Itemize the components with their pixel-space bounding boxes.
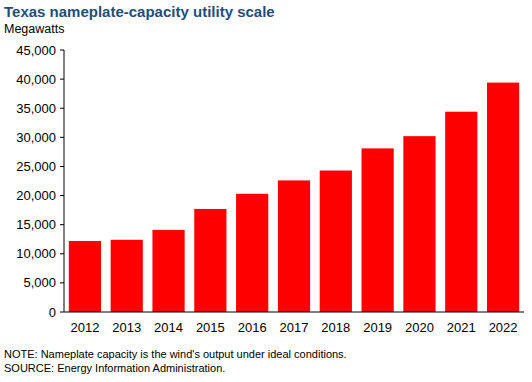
y-tick-label: 15,000 (16, 217, 56, 232)
x-tick-label: 2016 (238, 320, 267, 335)
y-tick-label: 30,000 (16, 130, 56, 145)
bar (362, 148, 394, 312)
x-tick-label: 2013 (112, 320, 141, 335)
x-tick-label: 2019 (363, 320, 392, 335)
bar (152, 230, 184, 312)
bar (403, 136, 435, 312)
title: Texas nameplate-capacity utility scale (4, 3, 275, 20)
x-tick-label: 2014 (154, 320, 183, 335)
y-tick-label: 40,000 (16, 72, 56, 87)
y-tick (60, 79, 64, 80)
y-axis (64, 50, 65, 312)
y-tick (60, 195, 64, 196)
note: NOTE: Nameplate capacity is the wind's o… (4, 348, 347, 360)
bar (194, 209, 226, 312)
y-tick-label: 35,000 (16, 101, 56, 116)
y-tick (60, 166, 64, 167)
x-tick-label: 2017 (280, 320, 309, 335)
y-tick (60, 312, 64, 313)
bar (278, 180, 310, 312)
bar (445, 112, 477, 312)
y-tick-label: 25,000 (16, 159, 56, 174)
y-tick (60, 50, 64, 51)
y-tick-label: 5,000 (23, 275, 56, 290)
x-tick-label: 2020 (405, 320, 434, 335)
bar (69, 241, 101, 312)
x-tick-label: 2018 (321, 320, 350, 335)
y-tick-label: 0 (49, 305, 56, 320)
bar (320, 171, 352, 312)
y-tick-label: 10,000 (16, 246, 56, 261)
y-tick (60, 282, 64, 283)
y-tick-label: 20,000 (16, 188, 56, 203)
bar (236, 194, 268, 312)
bar (111, 240, 143, 312)
y-tick (60, 224, 64, 225)
note: SOURCE: Energy Information Administratio… (4, 362, 225, 374)
x-tick-label: 2021 (447, 320, 476, 335)
y-tick (60, 137, 64, 138)
y-tick-label: 45,000 (16, 43, 56, 58)
y-tick (60, 253, 64, 254)
chart: Texas nameplate-capacity utility scale Me… (0, 0, 532, 382)
x-tick-label: 2015 (196, 320, 225, 335)
x-tick-label: 2012 (70, 320, 99, 335)
x-tick-label: 2022 (489, 320, 518, 335)
bar (487, 83, 519, 312)
y-tick (60, 108, 64, 109)
subtitle: Megawatts (4, 22, 64, 36)
bars (69, 83, 519, 312)
x-axis (64, 312, 524, 313)
